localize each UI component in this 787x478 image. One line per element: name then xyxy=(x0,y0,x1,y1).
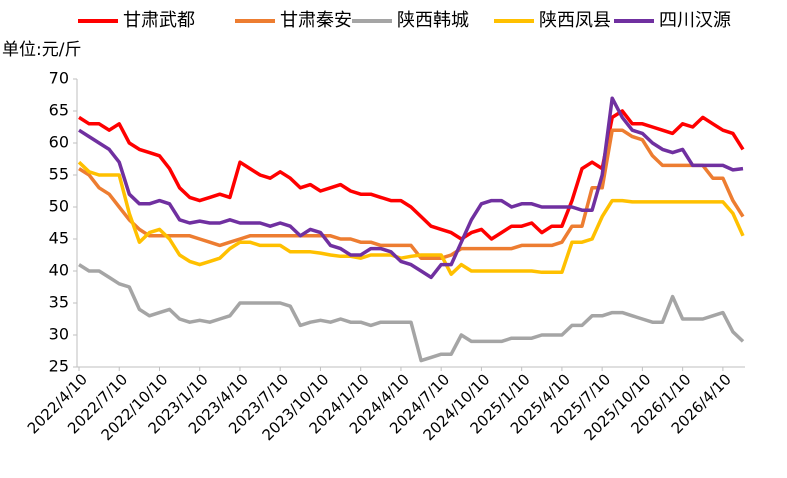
series-line xyxy=(78,109,745,241)
y-tick-label: 30 xyxy=(49,325,69,344)
legend-label: 甘肃秦安 xyxy=(280,10,352,31)
y-tick-label: 65 xyxy=(49,101,69,120)
y-tick-label: 50 xyxy=(49,197,69,216)
series-line xyxy=(78,96,744,280)
y-tick-label: 40 xyxy=(49,261,69,280)
y-tick-label: 35 xyxy=(49,293,69,312)
legend-label: 陕西凤县 xyxy=(539,10,611,31)
series-line xyxy=(77,160,745,276)
y-tick-label: 45 xyxy=(49,229,69,248)
series-line xyxy=(78,128,745,260)
y-tick-label: 55 xyxy=(49,165,69,184)
series-line xyxy=(78,263,745,363)
legend-label: 四川汉源 xyxy=(659,10,731,31)
y-axis-label: 单位:元/斤 xyxy=(2,40,81,60)
y-tick-label: 25 xyxy=(49,357,69,376)
legend-label: 陕西韩城 xyxy=(397,10,469,31)
y-tick-label: 70 xyxy=(49,69,69,88)
legend-label: 甘肃武都 xyxy=(123,10,195,31)
y-tick-label: 60 xyxy=(49,133,69,152)
